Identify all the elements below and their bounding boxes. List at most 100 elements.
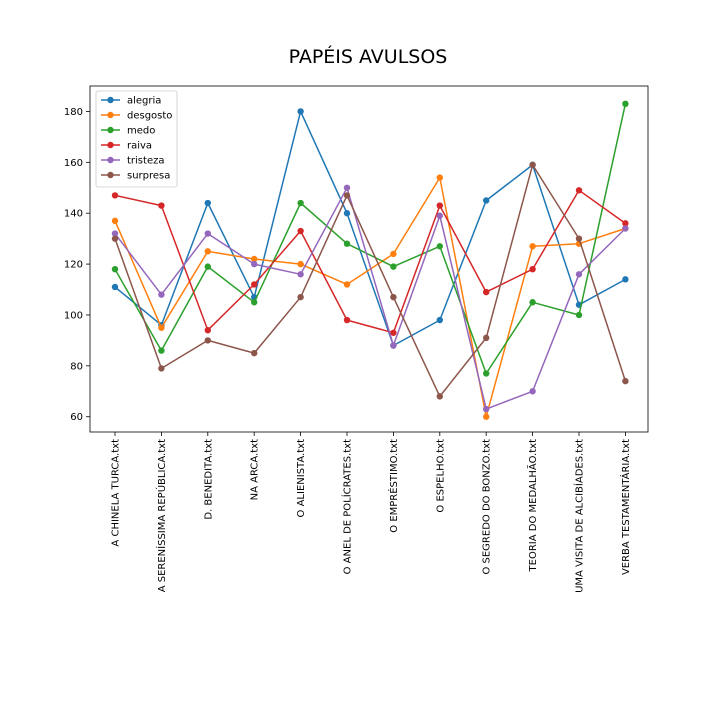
point-medo (575, 311, 583, 319)
point-medo (622, 100, 629, 108)
y-tick-label: 120 (64, 260, 83, 271)
point-raiva (529, 265, 536, 273)
point-alegria (297, 108, 304, 115)
point-raiva (158, 202, 165, 209)
plot-area: 60 80 100 120 140 160 180 A CHINELA TURCA.txt A … (64, 85, 649, 593)
point-medo (297, 199, 304, 207)
y-tick-label: 140 (64, 209, 83, 220)
point-alegria (111, 283, 119, 291)
axes-frame (89, 85, 649, 433)
point-tristeza (483, 405, 490, 413)
point-raiva (575, 187, 583, 194)
legend-label-raiva: raiva (127, 141, 152, 152)
point-medo (436, 243, 443, 250)
point-raiva (343, 316, 351, 324)
point-surpresa (622, 377, 629, 385)
point-surpresa (158, 365, 165, 372)
point-raiva (111, 192, 119, 199)
point-surpresa (204, 337, 211, 344)
point-desgosto (297, 260, 304, 268)
point-desgosto (483, 413, 490, 420)
point-surpresa (575, 235, 583, 242)
series-line-alegria (114, 110, 626, 347)
point-desgosto (111, 217, 119, 225)
point-tristeza (575, 271, 583, 278)
y-tick-label: 60 (70, 412, 83, 423)
point-desgosto (390, 250, 397, 258)
y-tick-label: 160 (64, 158, 83, 169)
series-line-tristeza (114, 187, 626, 410)
chart-title: PAPÉIS AVULSOS (289, 45, 448, 68)
point-raiva (436, 202, 443, 209)
x-tick-label: A CHINELA TURCA.txt (111, 439, 122, 547)
x-tick-label: O ALIENISTA.txt (296, 439, 307, 518)
point-medo (390, 263, 397, 270)
point-desgosto (251, 255, 258, 263)
x-tick-label: O SEGREDO DO BONZO.txt (482, 439, 493, 575)
point-raiva (204, 327, 211, 334)
legend-marker-alegria (107, 96, 114, 104)
point-tristeza (204, 230, 211, 237)
legend-label-medo: medo (127, 126, 155, 137)
x-tick-label: VERBA TESTAMENTÁRIA.txt (619, 439, 632, 575)
point-tristeza (529, 388, 536, 395)
point-desgosto (343, 281, 351, 288)
x-tick-label: A SERENÍSSIMA REPÚBLICA.txt (155, 439, 168, 592)
y-tick-label: 80 (70, 361, 83, 372)
point-desgosto (158, 324, 165, 331)
point-alegria (483, 197, 490, 204)
legend-label-desgosto: desgosto (127, 111, 172, 122)
legend-marker-medo (107, 126, 114, 134)
legend-label-alegria: alegria (127, 96, 161, 107)
series-line-medo (114, 103, 627, 375)
point-medo (529, 299, 536, 306)
point-medo (158, 347, 165, 354)
legend: alegria desgosto medo raiva tristeza surpresa (95, 90, 178, 188)
point-medo (483, 370, 490, 377)
point-alegria (204, 199, 211, 207)
legend-marker-desgosto (107, 111, 114, 119)
y-tick-label: 100 (64, 310, 83, 321)
series-line-raiva (114, 189, 626, 334)
point-surpresa (483, 334, 490, 342)
legend-marker-surpresa (107, 171, 114, 179)
point-tristeza (251, 260, 258, 268)
point-desgosto (204, 248, 211, 255)
x-tick-label: O ANEL DE POLÍCRATES.txt (341, 439, 354, 574)
point-tristeza (343, 184, 351, 191)
point-tristeza (158, 291, 165, 298)
point-surpresa (390, 293, 397, 301)
point-medo (343, 240, 351, 247)
point-desgosto (529, 243, 536, 250)
point-raiva (622, 220, 629, 227)
legend-label-surpresa: surpresa (127, 171, 170, 182)
x-tick-label: O ESPELHO.txt (435, 439, 446, 513)
point-raiva (483, 288, 490, 296)
point-raiva (251, 281, 258, 288)
point-alegria (436, 316, 443, 324)
legend-label-tristeza: tristeza (127, 156, 164, 167)
point-medo (204, 263, 211, 270)
x-tick-label: NA ARCA.txt (250, 439, 261, 500)
x-tick-label: D. BENEDITA.txt (203, 439, 214, 520)
point-tristeza (436, 212, 443, 219)
point-tristeza (297, 271, 304, 278)
point-alegria (622, 276, 629, 283)
x-tick-label: UMA VISITA DE ALCIBÍADES.txt (573, 439, 586, 593)
point-surpresa (297, 293, 304, 301)
point-tristeza (390, 342, 397, 349)
x-tick-label: O EMPRÉSTIMO.txt (387, 439, 400, 533)
x-tick-label: TEORIA DO MEDALHÃO.txt (526, 439, 539, 573)
series-line-surpresa (114, 164, 627, 398)
point-raiva (390, 329, 397, 336)
point-surpresa (343, 192, 351, 199)
legend-marker-tristeza (107, 156, 114, 164)
point-tristeza (622, 225, 629, 232)
point-medo (111, 265, 119, 273)
point-surpresa (251, 349, 258, 357)
y-tick-label: 180 (64, 107, 83, 118)
point-desgosto (436, 174, 443, 181)
point-surpresa (111, 235, 119, 242)
point-alegria (343, 210, 351, 217)
